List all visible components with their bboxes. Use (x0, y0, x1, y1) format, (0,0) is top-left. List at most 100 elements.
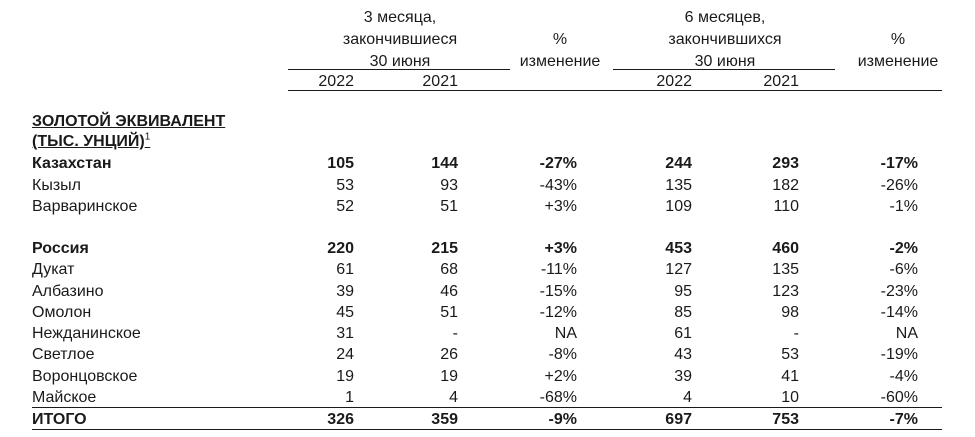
cell-h1-2022: 135 (665, 177, 692, 194)
table-row: Майское 1 4 -68% 4 10 -60% (0, 387, 975, 408)
footnote-marker: 1 (144, 131, 151, 143)
cell-q2-2021: 4 (449, 389, 458, 406)
table-row: Кызыл 53 93 -43% 135 182 -26% (0, 175, 975, 196)
cell-q-change: +3% (544, 240, 577, 257)
cell-q-change: +3% (544, 198, 577, 215)
year-col5: 2021 (763, 73, 799, 90)
row-label: ИТОГО (32, 411, 87, 428)
cell-q2-2021: 215 (431, 240, 458, 257)
period2-title-line3: 30 июня (694, 53, 756, 70)
cell-q2-2022: 1 (345, 389, 354, 406)
cell-h1-2022: 95 (674, 283, 692, 300)
cell-q2-2021: 144 (431, 155, 458, 172)
cell-q-change: -11% (540, 261, 577, 278)
cell-q-change: -8% (548, 346, 577, 363)
cell-q-change: NA (554, 325, 577, 342)
cell-q2-2022: 52 (336, 198, 354, 215)
row-label: Варваринское (32, 198, 138, 215)
cell-q2-2021: 359 (431, 411, 458, 428)
cell-h1-2021: 123 (772, 283, 799, 300)
cell-h1-2021: 135 (772, 261, 799, 278)
cell-h1-2022: 4 (683, 389, 692, 406)
cell-h1-2021: 182 (772, 177, 799, 194)
pct-change2-line1: % (890, 31, 906, 48)
row-label: Воронцовское (32, 368, 138, 385)
period2-title-line1: 6 месяцев, (684, 9, 766, 26)
cell-q-change: -27% (539, 155, 577, 172)
table-row: Дукат 61 68 -11% 127 135 -6% (0, 259, 975, 280)
section-title-line1: ЗОЛОТОЙ ЭКВИВАЛЕНТ (32, 113, 226, 130)
row-label: Кызыл (32, 177, 81, 194)
table-row: Нежданинское 31 - NA 61 - NA (0, 323, 975, 344)
cell-h-change: -7% (889, 411, 918, 428)
cell-h-change: -14% (880, 304, 918, 321)
cell-h1-2021: 293 (772, 155, 799, 172)
cell-q2-2021: 68 (440, 261, 458, 278)
cell-q2-2022: 61 (336, 261, 354, 278)
cell-h-change: -23% (880, 283, 918, 300)
year-col4: 2022 (656, 73, 692, 90)
cell-h1-2022: 453 (665, 240, 692, 257)
cell-q2-2022: 53 (336, 177, 354, 194)
cell-h-change: -17% (880, 155, 918, 172)
table-row: Россия 220 215 +3% 453 460 -2% (0, 238, 975, 259)
cell-q-change: +2% (544, 368, 577, 385)
table-row: Албазино 39 46 -15% 95 123 -23% (0, 281, 975, 302)
cell-h1-2021: 460 (772, 240, 799, 257)
period2-underline (613, 69, 835, 70)
cell-q2-2021: 26 (440, 346, 458, 363)
cell-h-change: -4% (889, 368, 918, 385)
year-col2: 2021 (422, 73, 458, 90)
total-bottom-rule (32, 429, 942, 430)
cell-h-change: -6% (889, 261, 918, 278)
cell-h1-2022: 109 (665, 198, 692, 215)
period1-underline (288, 69, 510, 70)
cell-q2-2022: 31 (336, 325, 354, 342)
cell-h1-2022: 61 (674, 325, 692, 342)
cell-h1-2022: 127 (665, 261, 692, 278)
cell-h-change: -19% (880, 346, 918, 363)
cell-h1-2022: 85 (674, 304, 692, 321)
period1-title-line3: 30 июня (369, 53, 431, 70)
cell-q-change: -12% (539, 304, 577, 321)
cell-q2-2022: 105 (327, 155, 354, 172)
cell-h1-2022: 244 (665, 155, 692, 172)
cell-q2-2021: 51 (440, 198, 458, 215)
cell-h1-2021: 98 (781, 304, 799, 321)
cell-q2-2022: 19 (336, 368, 354, 385)
cell-h-change: NA (895, 325, 918, 342)
cell-q-change: -43% (539, 177, 577, 194)
section-title-line2: (ТЫС. УНЦИЙ)1 (32, 132, 150, 152)
cell-q2-2022: 220 (327, 240, 354, 257)
cell-q2-2022: 24 (336, 346, 354, 363)
row-label: Омолон (32, 304, 92, 321)
pct-change1-line1: % (552, 31, 568, 48)
header-bottom-rule (288, 90, 942, 91)
pct-change1-line2: изменение (519, 53, 601, 70)
table-row: Казахстан 105 144 -27% 244 293 -17% (0, 153, 975, 174)
cell-q-change: -68% (539, 389, 577, 406)
cell-h1-2021: 53 (781, 346, 799, 363)
row-label: Нежданинское (32, 325, 141, 342)
row-label: Албазино (32, 283, 104, 300)
row-label: Дукат (32, 261, 75, 278)
cell-h1-2021: 753 (772, 411, 799, 428)
period1-title-line2: закончившиеся (342, 31, 458, 48)
cell-q2-2021: 51 (440, 304, 458, 321)
row-label: Майское (32, 389, 97, 406)
cell-q2-2021: 46 (440, 283, 458, 300)
cell-h-change: -60% (880, 389, 918, 406)
cell-h1-2021: 41 (781, 368, 799, 385)
table-row: Воронцовское 19 19 +2% 39 41 -4% (0, 366, 975, 387)
period2-title-line2: закончившихся (668, 31, 782, 48)
period1-title-line1: 3 месяца, (363, 9, 437, 26)
section-title-text: (ТЫС. УНЦИЙ) (32, 133, 145, 150)
row-label: Казахстан (32, 155, 112, 172)
cell-q2-2021: 93 (440, 177, 458, 194)
row-label: Светлое (32, 346, 95, 363)
cell-h-change: -2% (889, 240, 918, 257)
total-row: ИТОГО 326 359 -9% 697 753 -7% (0, 409, 975, 430)
table-row: Светлое 24 26 -8% 43 53 -19% (0, 344, 975, 365)
cell-h1-2021: 10 (781, 389, 799, 406)
cell-h1-2022: 39 (674, 368, 692, 385)
